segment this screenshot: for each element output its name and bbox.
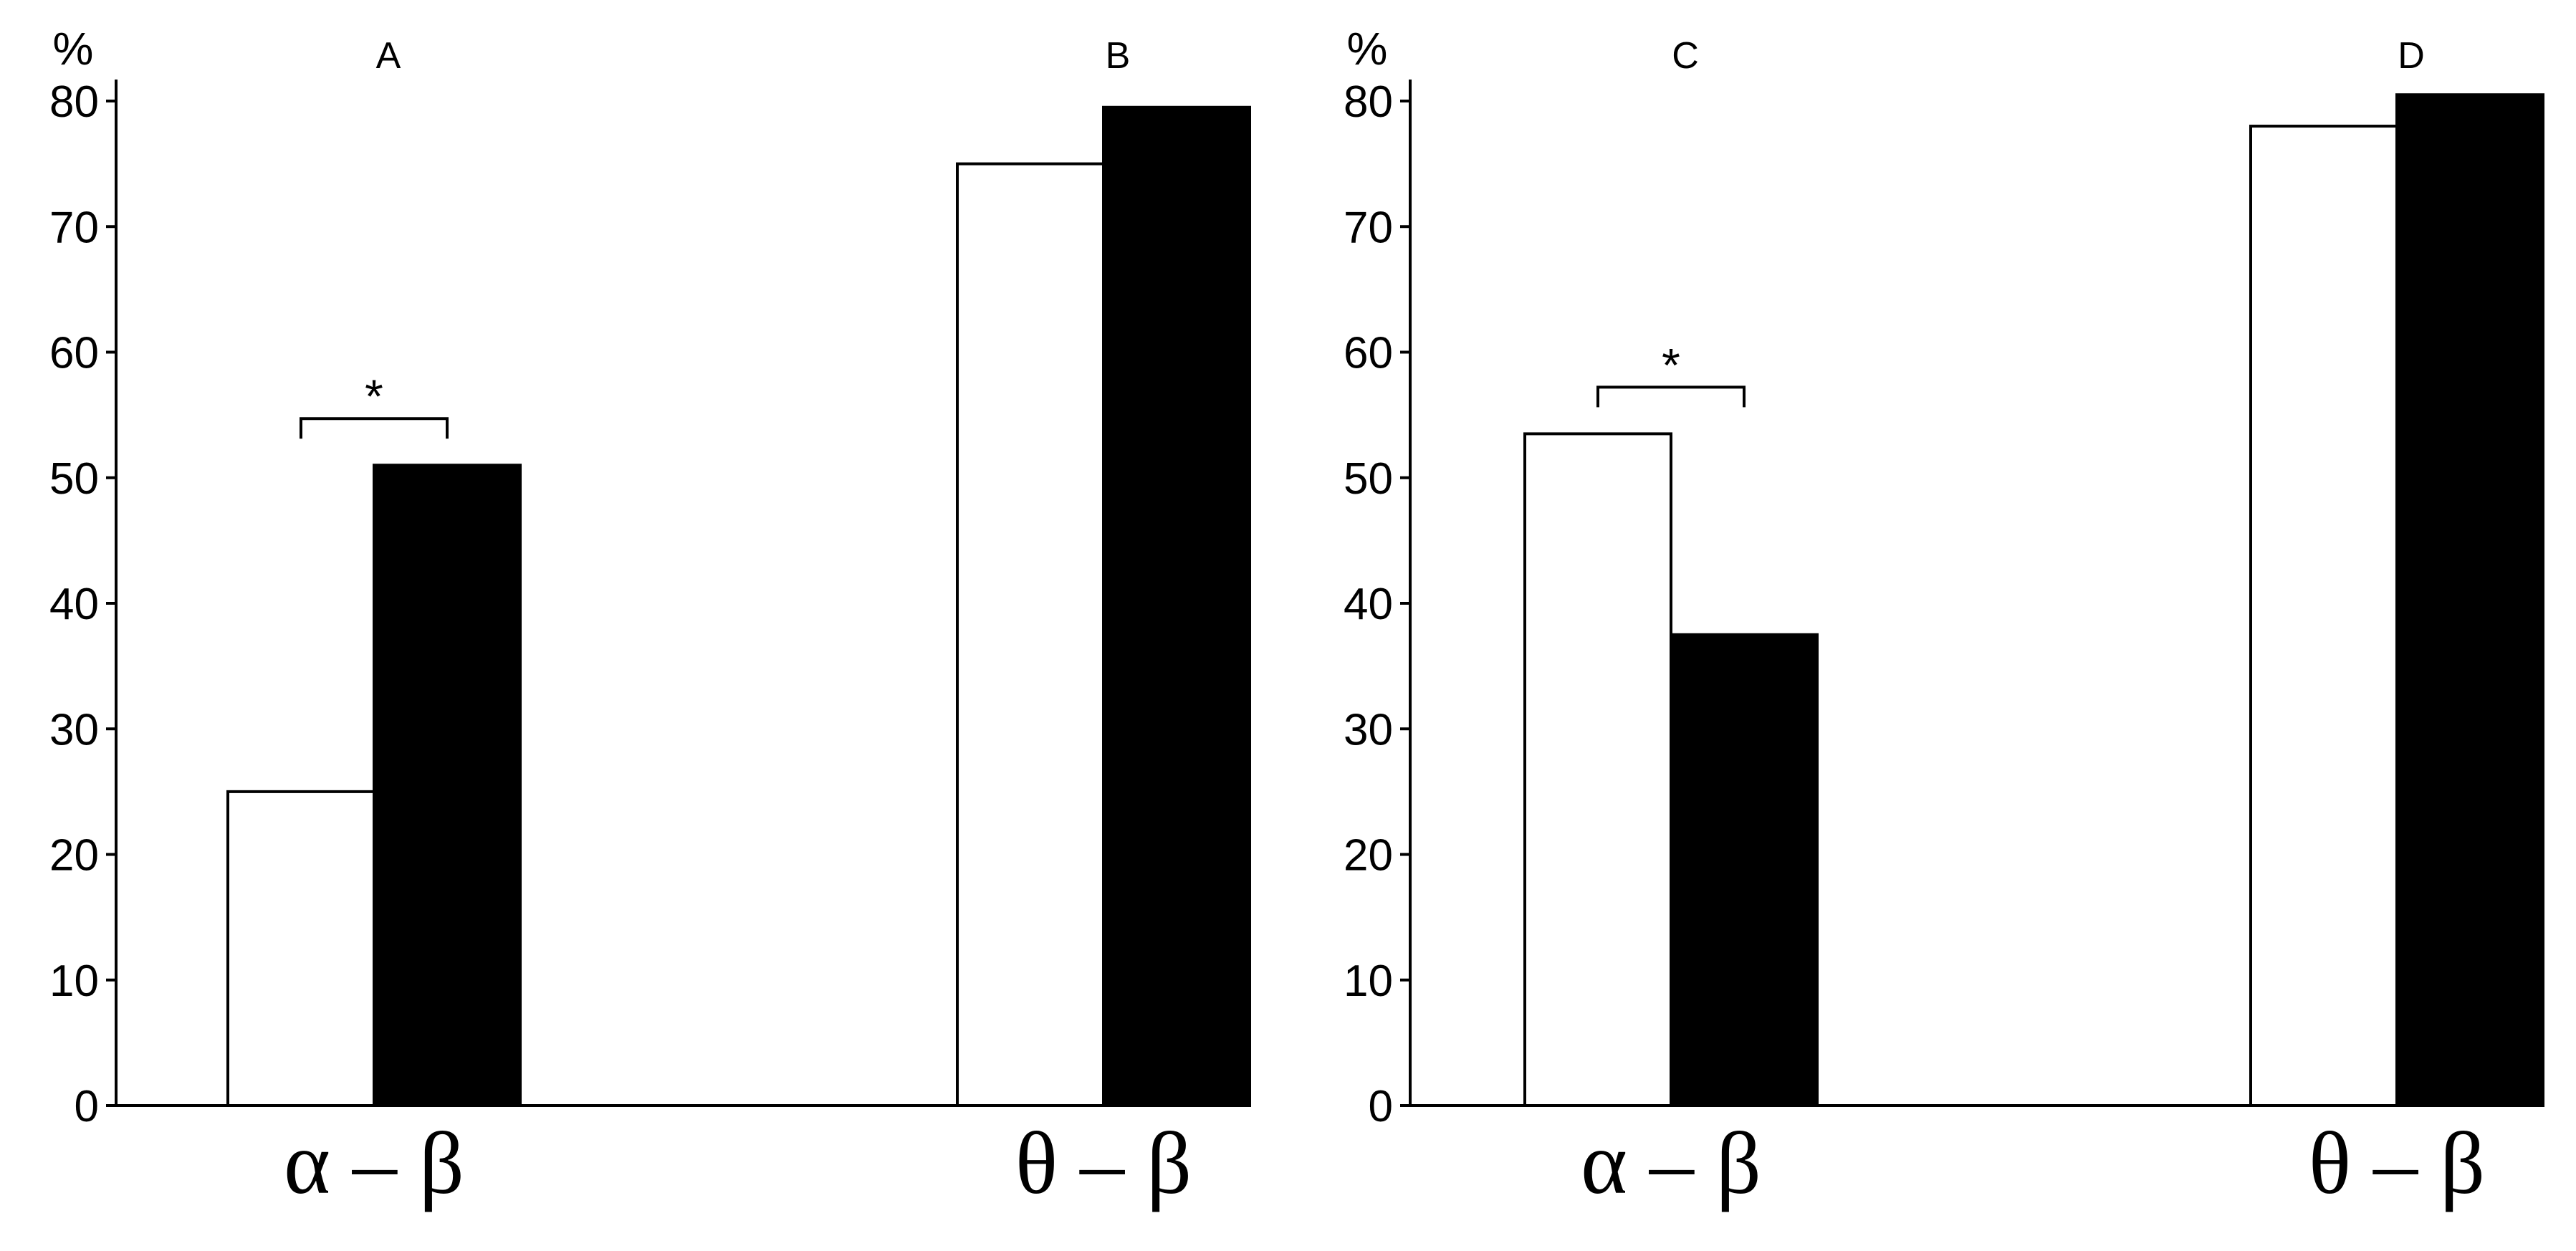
y-tick-label: 80 bbox=[49, 77, 99, 127]
bar bbox=[1102, 105, 1251, 1108]
y-tick-label: 20 bbox=[1344, 831, 1393, 881]
category-label: θ – β bbox=[2309, 1114, 2486, 1212]
y-tick-label: 70 bbox=[1344, 203, 1393, 252]
y-axis-unit-label: % bbox=[1347, 23, 1388, 75]
y-tick-label: 0 bbox=[1369, 1082, 1393, 1131]
y-tick-label: 0 bbox=[75, 1082, 99, 1131]
panel-label: D bbox=[2398, 35, 2425, 77]
category-label: α – β bbox=[284, 1114, 464, 1212]
panel-label: A bbox=[376, 35, 401, 77]
y-tick-label: 30 bbox=[1344, 705, 1393, 754]
y-tick-label: 60 bbox=[49, 329, 99, 378]
bar bbox=[373, 464, 522, 1107]
bar bbox=[2249, 125, 2398, 1107]
y-tick-label: 40 bbox=[1344, 580, 1393, 629]
bar bbox=[1523, 432, 1672, 1107]
chart-2: 0 10 20 30 40 50 60 70 80% Cα – β Dθ – β * bbox=[1344, 23, 2544, 1212]
y-tick-label: 50 bbox=[49, 454, 99, 504]
y-tick-label: 10 bbox=[1344, 957, 1393, 1006]
significance-bracket bbox=[1596, 385, 1746, 408]
panel-label: C bbox=[1672, 35, 1699, 77]
bar bbox=[226, 790, 375, 1107]
y-tick-label: 40 bbox=[49, 580, 99, 629]
significance-bracket bbox=[300, 417, 449, 439]
y-tick-label: 60 bbox=[1344, 329, 1393, 378]
significance-marker: * bbox=[1662, 338, 1680, 391]
panel-label: B bbox=[1106, 35, 1131, 77]
y-tick-label: 10 bbox=[49, 957, 99, 1006]
bar bbox=[1670, 633, 1819, 1107]
chart-1: 0 10 20 30 40 50 60 70 80% Aα – β Bθ – β * bbox=[49, 23, 1251, 1212]
significance-marker: * bbox=[365, 370, 383, 423]
bar bbox=[2395, 93, 2544, 1107]
y-tick-label: 20 bbox=[49, 831, 99, 881]
y-tick-label: 80 bbox=[1344, 77, 1393, 127]
bar bbox=[956, 162, 1105, 1107]
category-label: θ – β bbox=[1015, 1114, 1192, 1212]
y-axis-unit-label: % bbox=[53, 23, 94, 75]
y-tick-label: 50 bbox=[1344, 454, 1393, 504]
y-tick-label: 70 bbox=[49, 203, 99, 252]
y-tick-label: 30 bbox=[49, 705, 99, 754]
category-label: α – β bbox=[1581, 1114, 1761, 1212]
